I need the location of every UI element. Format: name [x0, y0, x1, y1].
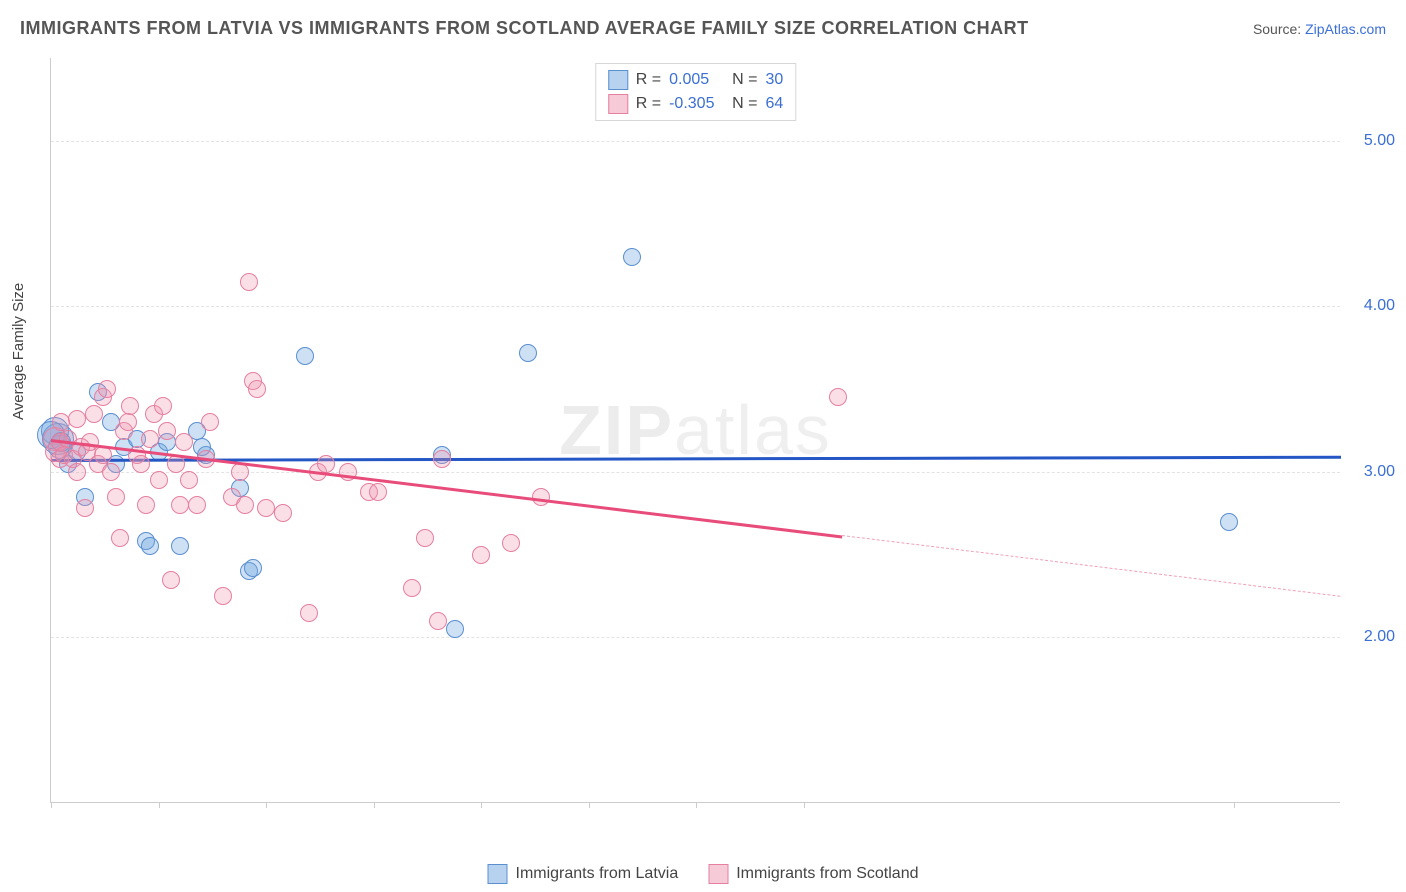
x-tick — [1234, 802, 1235, 808]
legend-item-scotland: Immigrants from Scotland — [708, 864, 918, 884]
data-point — [244, 559, 262, 577]
gridline — [51, 637, 1340, 638]
y-axis-label: Average Family Size — [10, 283, 27, 420]
swatch-scotland — [608, 94, 628, 114]
stats-box: R = 0.005 N = 30 R = -0.305 N = 64 — [595, 63, 796, 121]
data-point — [829, 388, 847, 406]
x-tick — [696, 802, 697, 808]
data-point — [68, 463, 86, 481]
x-tick — [266, 802, 267, 808]
data-point — [171, 496, 189, 514]
y-tick-label: 2.00 — [1364, 628, 1395, 646]
data-point — [231, 463, 249, 481]
data-point — [141, 537, 159, 555]
x-tick — [159, 802, 160, 808]
x-tick — [481, 802, 482, 808]
data-point — [98, 380, 116, 398]
data-point — [180, 471, 198, 489]
gridline — [51, 306, 1340, 307]
data-point — [257, 499, 275, 517]
r-value-latvia: 0.005 — [669, 71, 724, 89]
trend-line — [51, 455, 1341, 461]
source: Source: ZipAtlas.com — [1253, 21, 1386, 37]
data-point — [416, 529, 434, 547]
data-point — [141, 430, 159, 448]
swatch-icon — [488, 864, 508, 884]
data-point — [369, 483, 387, 501]
y-tick-label: 4.00 — [1364, 297, 1395, 315]
data-point — [154, 397, 172, 415]
source-label: Source: — [1253, 21, 1305, 37]
data-point — [274, 504, 292, 522]
data-point — [429, 612, 447, 630]
data-point — [162, 571, 180, 589]
swatch-icon — [708, 864, 728, 884]
data-point — [300, 604, 318, 622]
data-point — [137, 496, 155, 514]
y-tick-label: 5.00 — [1364, 132, 1395, 150]
data-point — [188, 496, 206, 514]
x-tick — [804, 802, 805, 808]
data-point — [85, 405, 103, 423]
stat-row-scotland: R = -0.305 N = 64 — [608, 92, 783, 116]
x-tick — [374, 802, 375, 808]
data-point — [317, 455, 335, 473]
swatch-latvia — [608, 70, 628, 90]
chart: 2.003.004.005.00 ZIPatlas R = 0.005 N = … — [50, 58, 1340, 803]
data-point — [150, 471, 168, 489]
y-tick-label: 3.00 — [1364, 463, 1395, 481]
data-point — [68, 410, 86, 428]
data-point — [111, 529, 129, 547]
page-title: IMMIGRANTS FROM LATVIA VS IMMIGRANTS FRO… — [20, 18, 1029, 39]
source-link[interactable]: ZipAtlas.com — [1305, 21, 1386, 37]
n-value-scotland: 64 — [765, 95, 783, 113]
x-tick — [589, 802, 590, 808]
data-point — [76, 499, 94, 517]
data-point — [403, 579, 421, 597]
data-point — [132, 455, 150, 473]
data-point — [502, 534, 520, 552]
data-point — [248, 380, 266, 398]
r-value-scotland: -0.305 — [669, 95, 724, 113]
data-point — [121, 397, 139, 415]
stat-row-latvia: R = 0.005 N = 30 — [608, 68, 783, 92]
data-point — [175, 433, 193, 451]
data-point — [433, 450, 451, 468]
data-point — [102, 463, 120, 481]
data-point — [214, 587, 232, 605]
data-point — [201, 413, 219, 431]
data-point — [119, 413, 137, 431]
data-point — [446, 620, 464, 638]
data-point — [623, 248, 641, 266]
x-tick — [51, 802, 52, 808]
data-point — [472, 546, 490, 564]
data-point — [107, 488, 125, 506]
data-point — [236, 496, 254, 514]
data-point — [532, 488, 550, 506]
n-value-latvia: 30 — [765, 71, 783, 89]
gridline — [51, 141, 1340, 142]
data-point — [1220, 513, 1238, 531]
legend-item-latvia: Immigrants from Latvia — [488, 864, 679, 884]
trend-line — [842, 535, 1341, 597]
data-point — [158, 422, 176, 440]
data-point — [171, 537, 189, 555]
data-point — [519, 344, 537, 362]
data-point — [240, 273, 258, 291]
legend: 0.0% Immigrants from Latvia Immigrants f… — [488, 864, 919, 884]
data-point — [296, 347, 314, 365]
data-point — [94, 446, 112, 464]
